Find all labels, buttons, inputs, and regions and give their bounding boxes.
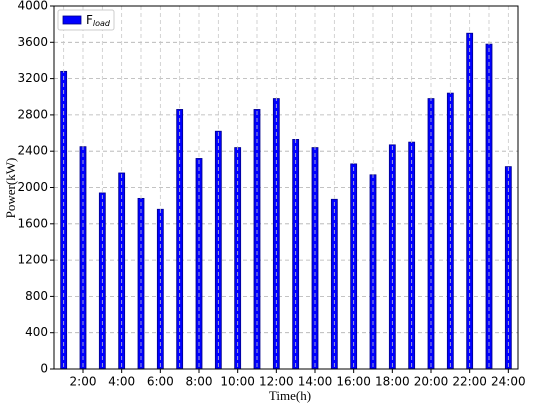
x-tick-label: 16:00 xyxy=(336,375,371,389)
x-tick-label: 12:00 xyxy=(259,375,294,389)
y-tick-label: 4000 xyxy=(17,0,48,13)
x-tick-label: 14:00 xyxy=(298,375,333,389)
y-axis-label: Power(kW) xyxy=(3,158,18,219)
plot-frame xyxy=(53,5,519,370)
x-tick-label: 10:00 xyxy=(220,375,255,389)
y-tick-label: 1600 xyxy=(17,216,48,230)
x-axis-label: Time(h) xyxy=(269,388,311,403)
legend-box xyxy=(57,9,115,31)
legend-name: F xyxy=(86,13,93,27)
x-tick-label: 18:00 xyxy=(375,375,410,389)
y-tick-label: 800 xyxy=(25,289,48,303)
x-tick-label: 6:00 xyxy=(147,375,174,389)
x-tick-label: 4:00 xyxy=(108,375,135,389)
y-tick-label: 2800 xyxy=(17,107,48,121)
y-tick-label: 2400 xyxy=(17,144,48,158)
legend-label: Fload xyxy=(86,13,111,28)
x-tick-label: 24:00 xyxy=(491,375,526,389)
bar xyxy=(214,130,222,370)
y-tick-label: 1200 xyxy=(17,253,48,267)
y-tick-label: 3600 xyxy=(17,35,48,49)
y-tick-label: 400 xyxy=(25,325,48,339)
legend-swatch xyxy=(62,15,82,25)
x-tick-label: 8:00 xyxy=(186,375,213,389)
y-tick-label: 0 xyxy=(40,362,48,376)
x-tick-label: 22:00 xyxy=(452,375,487,389)
y-tick-label: 2000 xyxy=(17,180,48,194)
y-tick-label: 3200 xyxy=(17,71,48,85)
x-tick-label: 2:00 xyxy=(70,375,97,389)
x-tick-label: 20:00 xyxy=(414,375,449,389)
legend-subscript: load xyxy=(93,19,111,28)
